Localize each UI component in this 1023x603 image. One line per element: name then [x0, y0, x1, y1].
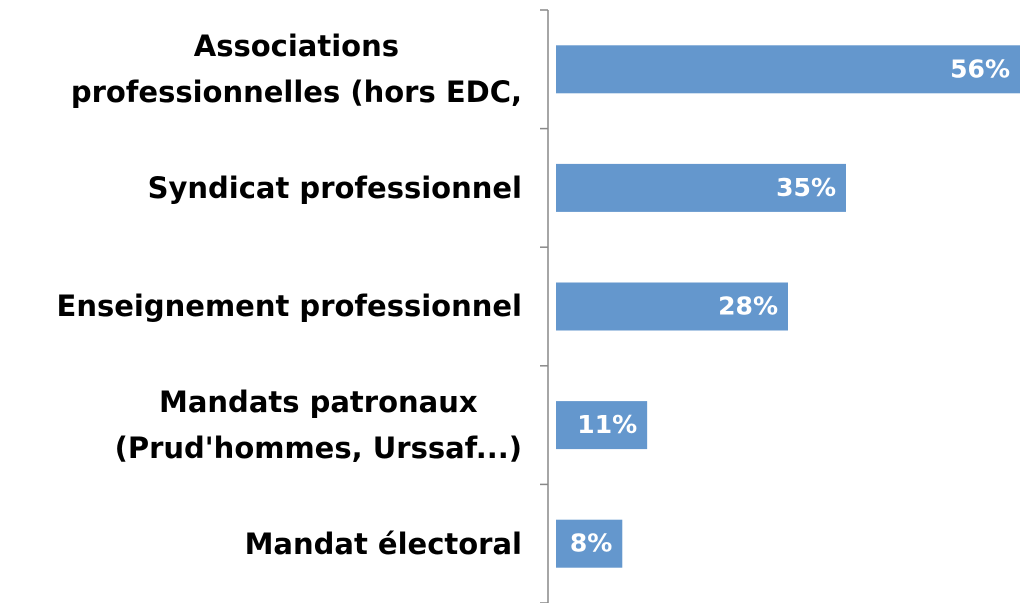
bar — [556, 401, 648, 450]
category-label-box: Syndicat professionnel — [0, 129, 522, 248]
data-label: 56% — [950, 54, 1010, 83]
category-label: Enseignement professionnel — [56, 289, 522, 324]
category-label-box: Mandat électoral — [0, 484, 522, 603]
bar — [556, 519, 623, 568]
data-label: 35% — [776, 173, 836, 202]
category-label-box: Associations professionnelles (hors EDC, — [0, 10, 522, 129]
category-label: Syndicat professionnel — [147, 170, 522, 205]
bar — [556, 282, 788, 331]
data-label: 11% — [577, 410, 637, 439]
category-label: Mandats patronaux (Prud'hommes, Urssaf..… — [114, 385, 522, 466]
bar — [556, 163, 846, 212]
bar — [556, 45, 1020, 94]
category-label-box: Enseignement professionnel — [0, 247, 522, 366]
category-label: Mandat électoral — [244, 526, 522, 561]
data-label: 28% — [718, 292, 778, 321]
category-label: Associations professionnelles (hors EDC, — [70, 29, 522, 110]
category-label-box: Mandats patronaux (Prud'hommes, Urssaf..… — [0, 366, 522, 485]
data-label: 8% — [570, 529, 612, 558]
